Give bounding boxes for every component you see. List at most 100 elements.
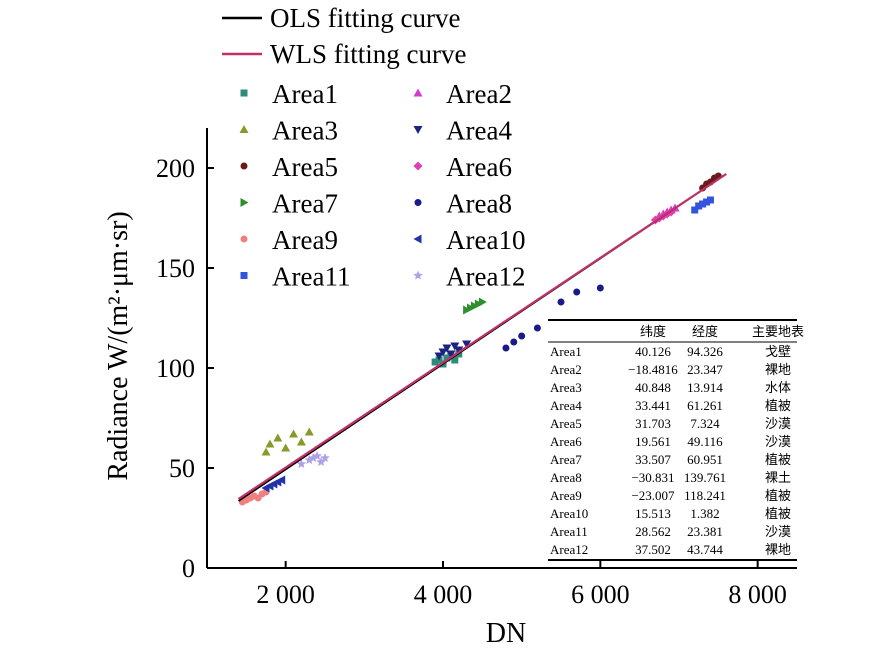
y-axis-label: Radiance W/(m²·μm·sr) (103, 211, 134, 480)
data-point (443, 354, 451, 362)
data-point (695, 202, 703, 210)
table-cell: 沙漠 (765, 416, 791, 431)
table-cell: 31.703 (635, 416, 671, 431)
legend-marker (239, 125, 249, 133)
table-header-cell: 经度 (692, 324, 718, 339)
data-point (312, 451, 322, 460)
legend-label: WLS fitting curve (270, 39, 466, 69)
table-cell: −23.007 (631, 488, 675, 503)
legend-marker (413, 88, 423, 97)
series-area9 (238, 488, 270, 506)
data-point (431, 358, 439, 366)
tick-group: 2 000 4 000 6 000 8 000 0 50 100 150 200 (156, 154, 787, 609)
table-cell: 植被 (765, 398, 791, 413)
legend-label: Area12 (446, 262, 525, 292)
data-point (451, 356, 459, 364)
table-cell: 61.261 (687, 398, 723, 413)
data-point (691, 206, 699, 214)
data-point (573, 288, 581, 296)
table-cell: Area4 (550, 398, 582, 413)
table-cell: 戈壁 (765, 344, 791, 359)
data-point (442, 344, 452, 353)
legend-marker (240, 89, 248, 97)
legend-label: Area3 (272, 116, 338, 146)
data-point (304, 427, 314, 436)
table-header-cell: 纬度 (640, 324, 666, 339)
table-cell: 40.126 (635, 344, 671, 359)
table-cell: Area5 (550, 416, 582, 431)
table-cell: 23.381 (687, 524, 723, 539)
legend-label: Area4 (446, 116, 512, 146)
legend-label: Area11 (272, 262, 350, 292)
data-point (320, 453, 330, 462)
table-cell: Area2 (550, 362, 582, 377)
data-point (557, 298, 565, 306)
info-table: 纬度 经度 主要地表 Area1 40.126 94.326 戈壁 Area2 −18.4816… (548, 319, 804, 561)
table-cell: −30.831 (631, 470, 674, 485)
x-axis-label: DN (486, 618, 526, 649)
data-point (277, 475, 286, 485)
data-point (446, 350, 456, 359)
table-cell: Area9 (550, 488, 582, 503)
series-area3 (261, 427, 314, 456)
data-point (706, 196, 714, 204)
table-cell: Area3 (550, 380, 582, 395)
table-cell: Area6 (550, 434, 582, 449)
table-cell: 33.507 (635, 452, 671, 467)
legend-label: Area10 (446, 225, 525, 255)
data-point (438, 348, 448, 357)
legend-marker (240, 272, 248, 279)
data-point (533, 324, 541, 332)
series-area7 (463, 297, 487, 315)
table-cell: 33.441 (635, 398, 671, 413)
legend: OLS fitting curve WLS fitting curve Area1 A… (222, 3, 525, 292)
x-tick-label: 4 000 (414, 580, 473, 609)
data-point (261, 447, 271, 456)
legend-marker (413, 234, 422, 244)
data-point (699, 200, 707, 208)
y-tick-label: 100 (156, 354, 195, 383)
axes (206, 128, 797, 569)
table-header-cell: 主要地表 (752, 324, 804, 339)
data-point (265, 439, 275, 448)
table-cell: 60.951 (687, 452, 723, 467)
data-point (296, 459, 307, 468)
data-point (434, 352, 444, 361)
table-cell: 植被 (765, 452, 791, 467)
data-point (296, 437, 306, 446)
x-tick-label: 6 000 (571, 580, 630, 609)
data-point (462, 340, 472, 349)
legend-marker (413, 270, 423, 280)
plot-area (237, 172, 727, 506)
x-tick-label: 2 000 (256, 580, 315, 609)
table-cell: 沙漠 (765, 434, 791, 449)
data-point (510, 338, 518, 346)
table-cell: 植被 (765, 488, 791, 503)
data-point (308, 453, 318, 462)
table-cell: 118.241 (684, 488, 726, 503)
legend-marker (240, 235, 248, 243)
wls-fit-line (237, 173, 727, 500)
legend-label: OLS fitting curve (270, 3, 460, 33)
table-cell: 139.761 (684, 470, 726, 485)
table-cell: Area12 (550, 542, 588, 557)
table-cell: 40.848 (635, 380, 671, 395)
table-cell: 沙漠 (765, 524, 791, 539)
table-cell: Area10 (550, 506, 588, 521)
y-tick-label: 50 (169, 454, 195, 483)
legend-marker (414, 199, 422, 206)
data-point (502, 344, 510, 352)
data-point (289, 429, 299, 438)
table-cell: 13.914 (687, 380, 723, 395)
data-point (478, 297, 487, 307)
series-area11 (691, 196, 714, 214)
legend-label: Area2 (446, 79, 512, 109)
data-point (703, 198, 711, 206)
table-cell: 裸地 (765, 542, 791, 557)
table-cell: 37.502 (635, 542, 671, 557)
series-area8 (502, 284, 604, 352)
legend-marker (413, 161, 423, 171)
legend-label: Area5 (272, 152, 338, 182)
table-cell: Area1 (550, 344, 582, 359)
